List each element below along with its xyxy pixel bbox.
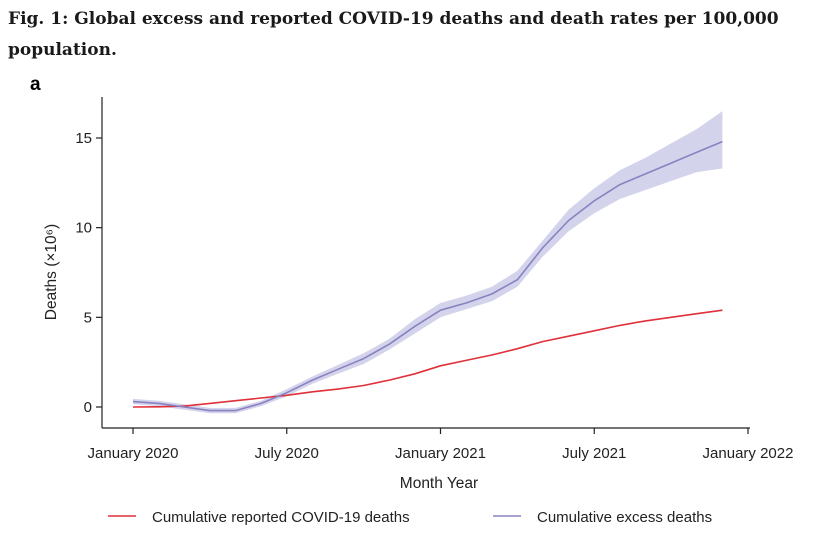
x-tick-label: July 2020	[255, 445, 319, 462]
y-axis-label: Deaths	[43, 271, 60, 320]
y-tick-label: 5	[84, 309, 92, 326]
confidence-band-1	[133, 111, 723, 414]
x-tick-label: January 2022	[703, 445, 794, 462]
x-tick-label: January 2020	[88, 445, 179, 462]
y-tick-label: 0	[84, 399, 92, 416]
legend-label-excess: Cumulative excess deaths	[537, 509, 712, 526]
confidence-band-layer	[133, 111, 723, 414]
x-tick-label: July 2021	[562, 445, 626, 462]
legend: Cumulative reported COVID-19 deaths Cumu…	[108, 509, 712, 526]
panel-label: a	[30, 74, 41, 95]
y-ticks: 0 5 10 15	[75, 130, 102, 416]
x-ticks: January 2020 July 2020 January 2021 July 20…	[88, 428, 794, 462]
x-axis-title: Month Year	[400, 475, 478, 492]
series-line-0	[132, 309, 723, 408]
y-tick-label: 10	[75, 220, 92, 237]
legend-label-reported: Cumulative reported COVID-19 deaths	[152, 509, 410, 526]
series-line-layer	[132, 140, 723, 412]
x-tick-label: January 2021	[395, 445, 486, 462]
y-axis-unit: (×10⁶)	[43, 224, 60, 267]
series-line-1	[132, 140, 723, 412]
y-tick-label: 15	[75, 130, 92, 147]
axes	[101, 97, 750, 429]
y-axis-title: Deaths (×10⁶)	[43, 224, 60, 320]
figure-title: Fig. 1: Global excess and reported COVID…	[8, 9, 779, 60]
